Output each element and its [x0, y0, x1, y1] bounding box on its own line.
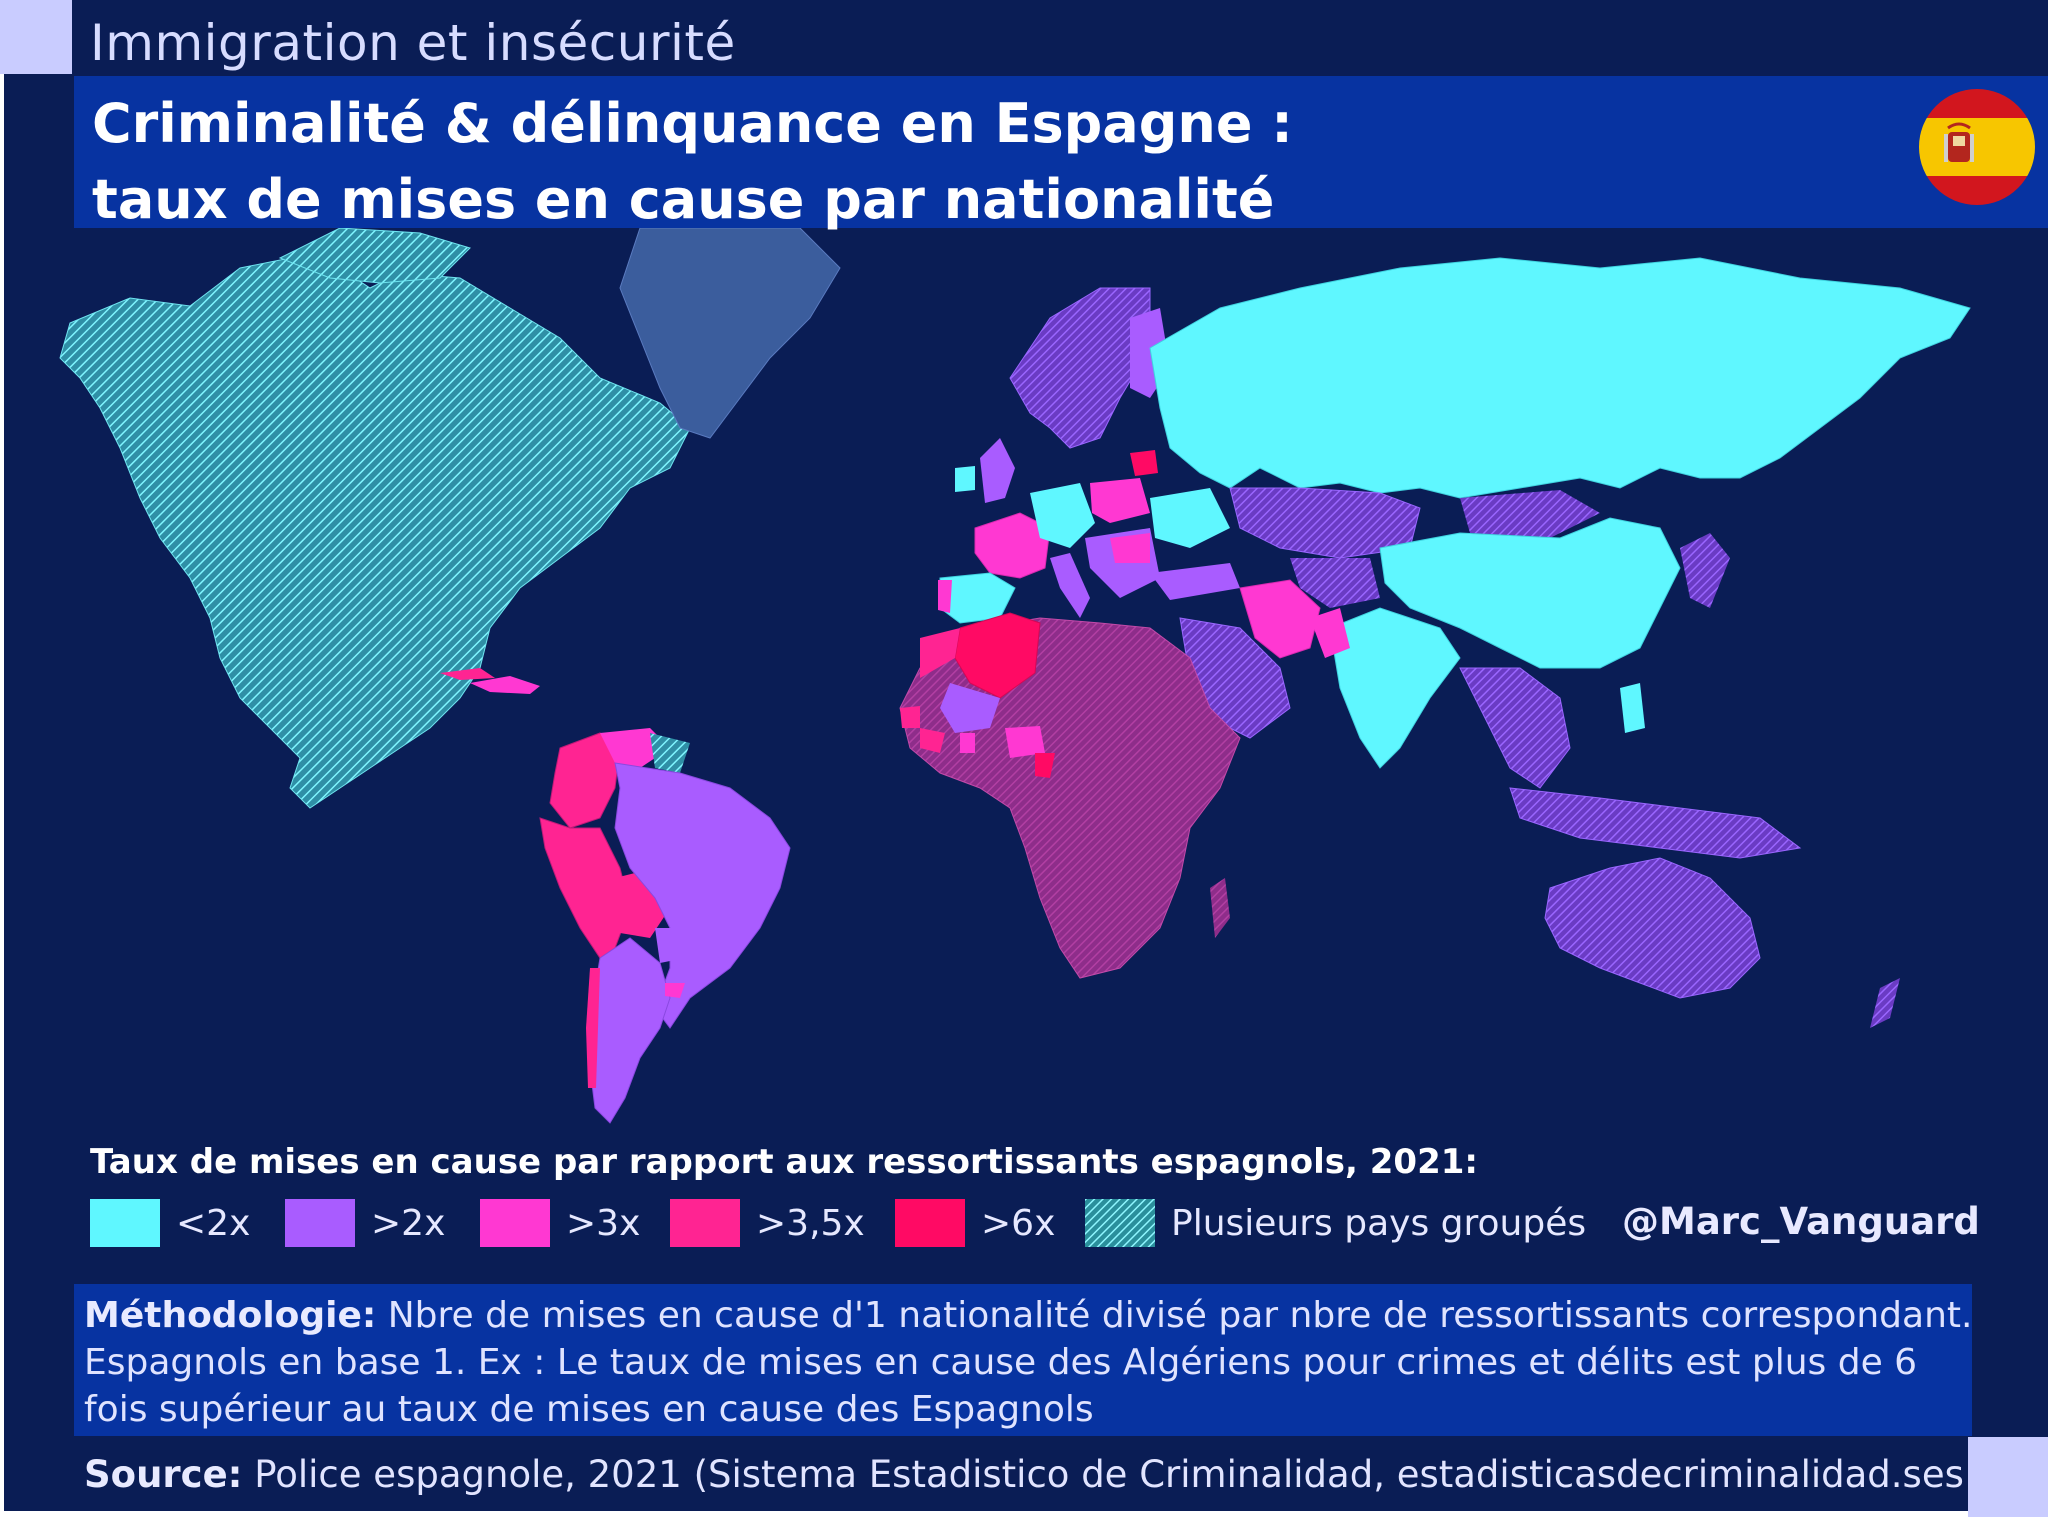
region-france — [974, 512, 1051, 579]
source-label: Source: — [84, 1453, 243, 1496]
region-paraguay — [655, 928, 685, 963]
legend-item-gt2: >2x — [285, 1196, 445, 1250]
region-pakistan — [1310, 608, 1350, 658]
region-ukraine — [1150, 488, 1230, 548]
region-russia — [1149, 257, 1971, 499]
region-poland — [1090, 478, 1150, 523]
legend-item-lt2: <2x — [90, 1196, 250, 1250]
corner-accent — [0, 0, 72, 74]
spain-flag-icon — [1919, 89, 2035, 205]
legend-label: >3x — [566, 1202, 641, 1244]
region-uruguay — [665, 983, 685, 998]
region-morocco — [920, 628, 960, 678]
region-uk — [980, 438, 1015, 503]
region-senegal — [900, 706, 920, 728]
legend-item-gt6: >6x — [895, 1196, 1055, 1250]
region-argentina-chile — [589, 937, 671, 1124]
legend-swatch — [670, 1199, 740, 1247]
source-body: Police espagnole, 2021 (Sistema Estadist… — [242, 1453, 1964, 1496]
region-korea-japan — [1680, 533, 1730, 608]
author-handle: @Marc_Vanguard — [1622, 1200, 1980, 1243]
legend-item-grouped: Plusieurs pays groupés — [1085, 1196, 1586, 1250]
region-ghana — [960, 733, 975, 753]
region-mali — [940, 683, 1000, 733]
legend-swatch — [895, 1199, 965, 1247]
legend-label: >3,5x — [756, 1202, 865, 1244]
region-romania-bulgaria — [1110, 533, 1150, 563]
methodology-box — [74, 1284, 1972, 1436]
region-algeria — [954, 612, 1041, 699]
region-scandinavia — [1009, 287, 1151, 449]
region-portugal — [938, 580, 952, 613]
region-philippines — [1620, 683, 1645, 733]
page-title: Criminalité & délinquance en Espagne : t… — [92, 92, 1293, 231]
legend-label: Plusieurs pays groupés — [1171, 1202, 1587, 1244]
region-china — [1379, 517, 1681, 669]
region-india — [1329, 607, 1461, 769]
world-map — [59, 228, 1971, 1124]
region-arctic-islands — [278, 228, 471, 284]
source-line: Source: Police espagnole, 2021 (Sistema … — [84, 1453, 1964, 1496]
region-new-zealand — [1870, 978, 1900, 1028]
region-madagascar — [1210, 878, 1230, 938]
methodology-body: Nbre de mises en cause d'1 nationalité d… — [84, 1295, 1973, 1430]
region-germany-centre — [1030, 483, 1095, 548]
region-north-america — [59, 257, 691, 809]
region-australia — [1544, 857, 1761, 999]
corner-accent — [1968, 1437, 2048, 1517]
legend-item-gt3: >3x — [480, 1196, 640, 1250]
region-africa — [899, 617, 1241, 979]
region-ireland — [955, 466, 975, 492]
region-southeast-asia — [1459, 667, 1571, 789]
region-baltics — [1130, 450, 1158, 476]
map-legend: <2x >2x >3x >3,5x >6x Plusieurs pays gro… — [90, 1196, 1990, 1250]
region-mongolia — [1460, 490, 1600, 538]
methodology-label: Méthodologie: — [84, 1295, 377, 1336]
frame-edge — [0, 74, 4, 1517]
legend-swatch — [90, 1199, 160, 1247]
legend-item-gt35: >3,5x — [670, 1196, 865, 1250]
region-cameroon — [1035, 753, 1055, 778]
region-central-asia — [1290, 558, 1380, 608]
region-chile-strip — [586, 968, 600, 1088]
kicker-text: Immigration et insécurité — [90, 14, 736, 72]
legend-swatch — [480, 1199, 550, 1247]
region-caribbean — [470, 676, 540, 694]
region-nigeria — [1005, 726, 1045, 758]
legend-label: >2x — [371, 1202, 446, 1244]
region-guyanas — [650, 733, 690, 773]
legend-swatch-hatched — [1085, 1199, 1155, 1247]
region-italy — [1050, 553, 1090, 618]
region-brazil — [614, 762, 791, 1029]
legend-label: <2x — [176, 1202, 251, 1244]
region-guinea-coast — [920, 728, 945, 753]
region-cuba — [440, 668, 495, 680]
region-iran — [1239, 579, 1321, 659]
methodology-text: Méthodologie: Nbre de mises en cause d'1… — [84, 1292, 1974, 1433]
legend-title: Taux de mises en cause par rapport aux r… — [90, 1142, 1478, 1182]
region-turkey — [1150, 563, 1240, 600]
title-band — [74, 76, 2048, 228]
legend-swatch — [285, 1199, 355, 1247]
legend-label: >6x — [981, 1202, 1056, 1244]
region-greenland — [619, 228, 841, 439]
frame-edge — [0, 1511, 1968, 1517]
region-indonesia — [1509, 787, 1802, 859]
